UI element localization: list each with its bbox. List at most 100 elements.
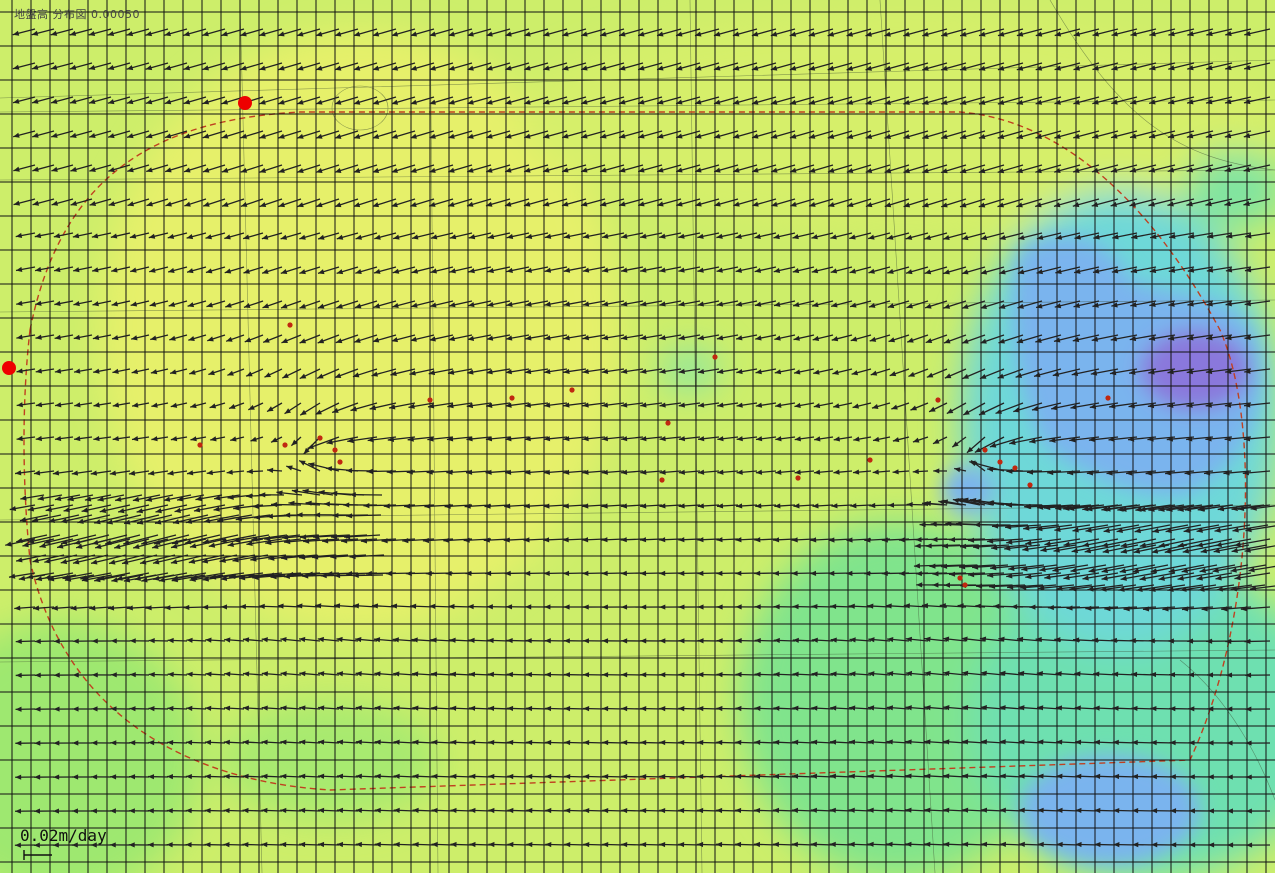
flow-vector [1243,96,1271,105]
flow-vector [716,671,739,678]
flow-vector [171,534,208,545]
flow-vector [110,774,131,780]
flow-vector [1111,62,1138,71]
flow-vector [732,130,758,139]
flow-vector [1166,504,1203,512]
flow-vector [999,705,1024,711]
flow-vector [19,514,49,523]
observation-point-west[interactable] [2,361,16,375]
flow-vector [812,334,834,341]
flow-vector [793,368,815,375]
flow-vector [278,164,302,173]
flow-vector [833,469,853,475]
flow-vector [1101,564,1138,574]
flow-vector [812,503,834,509]
flow-vector [104,534,141,546]
flow-vector [659,604,682,610]
flow-vector [601,469,625,475]
flow-vector [429,96,454,105]
flow-vector [678,402,701,408]
flow-vector [447,368,473,375]
flow-vector [429,334,454,342]
flow-vector [940,164,967,174]
flow-vector [52,842,74,848]
flow-vector [924,232,948,240]
flow-vector [391,28,416,37]
flow-vector [483,537,511,543]
flow-vector [390,603,416,609]
flow-vector [656,28,682,37]
flow-vector [1037,504,1074,510]
flow-vector [997,198,1024,208]
flow-vector [1119,564,1156,574]
flow-vector [849,266,872,274]
flow-vector [169,334,188,341]
flow-vector [89,198,112,207]
flow-vector [35,334,55,340]
flow-vector [485,469,511,475]
flow-vector [1224,402,1252,408]
flow-vector [45,504,74,512]
flow-vector [315,402,340,416]
flow-vector [90,554,127,565]
flow-vector [811,637,834,643]
flow-vector [921,501,945,507]
flow-vector [618,164,644,173]
flow-vector [868,637,891,643]
flow-vector [264,534,301,541]
flow-vector [466,198,492,207]
flow-vector [240,28,264,37]
flow-vector [775,469,796,475]
flow-vector [107,96,131,105]
flow-vector [449,637,473,643]
flow-vector [618,28,644,37]
flow-vector [602,706,625,712]
flow-vector [1093,705,1119,711]
flow-vector [352,572,384,579]
observation-point-north[interactable] [238,96,252,110]
flow-vector [949,571,986,577]
flow-vector [1186,368,1214,375]
flow-vector [335,334,359,344]
flow-vector [1035,334,1062,343]
flow-vector [299,368,321,380]
road-v2 [429,0,439,873]
flow-vector [886,739,910,745]
flow-vector [1187,62,1214,71]
flow-vector [751,62,777,71]
flow-vector [111,334,131,341]
flow-vector [1022,544,1059,552]
flow-vector [640,672,663,678]
flow-vector [73,368,93,374]
flow-vector [867,705,891,711]
flow-vector [204,807,226,814]
flow-vector [448,130,473,139]
flow-vector [523,164,549,173]
flow-vector [186,232,207,240]
flow-vector [69,28,93,36]
flow-vector [640,570,663,576]
flow-vector [1110,164,1138,173]
flow-vector [1020,584,1057,591]
flow-vector [735,537,758,543]
flow-vector [772,570,796,576]
flow-vector [430,637,454,643]
flow-vector [694,164,720,173]
flow-vector [242,841,264,848]
flow-vector [697,705,720,712]
flow-vector [487,671,511,678]
flow-vector [448,300,473,308]
flow-vector [735,570,758,576]
flow-vector [450,705,473,711]
flow-vector [147,774,169,780]
flow-vector [468,637,492,643]
flow-vector [393,807,416,813]
flow-vector [544,232,568,239]
flow-vector [938,499,963,506]
flow-vector [202,62,226,71]
flow-vector [486,368,511,375]
flow-vector [716,334,739,341]
flow-vector [773,637,796,644]
flow-vector [735,266,758,273]
flow-vector [1029,436,1062,444]
